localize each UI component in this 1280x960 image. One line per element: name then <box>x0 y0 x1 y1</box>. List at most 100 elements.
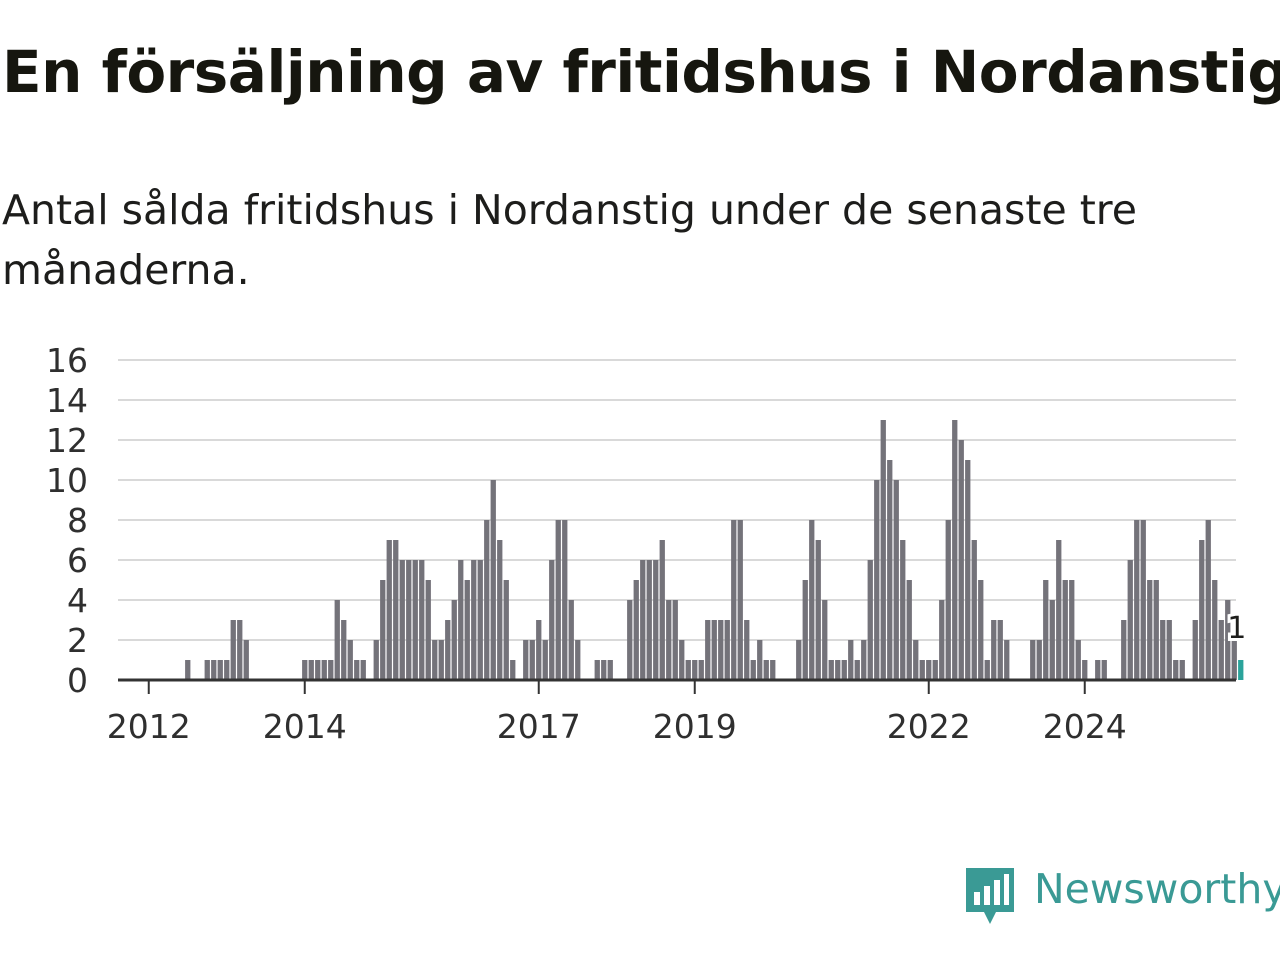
bar <box>900 540 906 680</box>
bar <box>1192 620 1198 680</box>
x-tick-label: 2012 <box>107 707 191 746</box>
bar <box>848 640 854 680</box>
bar <box>659 540 665 680</box>
bar <box>458 560 464 680</box>
y-tick-label: 8 <box>67 501 88 540</box>
bar <box>1069 580 1075 680</box>
bar <box>815 540 821 680</box>
bar <box>984 660 990 680</box>
bar <box>204 660 210 680</box>
bar <box>705 620 711 680</box>
bar <box>750 660 756 680</box>
bar <box>432 640 438 680</box>
bar <box>1205 520 1211 680</box>
bars <box>185 420 1244 680</box>
bar <box>575 640 581 680</box>
bar <box>523 640 529 680</box>
bar <box>1199 540 1205 680</box>
bar <box>1095 660 1101 680</box>
bar <box>874 480 880 680</box>
bar <box>854 660 860 680</box>
bar <box>913 640 919 680</box>
y-tick-label: 4 <box>67 581 88 620</box>
y-tick-label: 16 <box>46 341 88 380</box>
bar <box>438 640 444 680</box>
bar <box>562 520 568 680</box>
bar <box>568 600 574 680</box>
bar <box>952 420 958 680</box>
bar <box>997 620 1003 680</box>
y-tick-label: 6 <box>67 541 88 580</box>
bar <box>757 640 763 680</box>
bar <box>731 520 737 680</box>
bar <box>1075 640 1081 680</box>
bar <box>555 520 561 680</box>
bar <box>406 560 412 680</box>
x-tick-label: 2014 <box>263 707 347 746</box>
x-tick-label: 2022 <box>887 707 971 746</box>
bar <box>451 600 457 680</box>
bar <box>646 560 652 680</box>
bar <box>1056 540 1062 680</box>
bar <box>653 560 659 680</box>
bar <box>237 620 243 680</box>
bar <box>887 460 893 680</box>
bar <box>1147 580 1153 680</box>
bar <box>1160 620 1166 680</box>
bar <box>1153 580 1159 680</box>
bar <box>464 580 470 680</box>
bar <box>217 660 223 680</box>
newsworthy-logo-icon <box>966 868 1014 924</box>
bar <box>711 620 717 680</box>
bar <box>549 560 555 680</box>
bar <box>302 660 308 680</box>
bar <box>867 560 873 680</box>
bar <box>666 600 672 680</box>
bar <box>880 420 886 680</box>
bar <box>1082 660 1088 680</box>
bar <box>640 560 646 680</box>
bar <box>718 620 724 680</box>
bar <box>211 660 217 680</box>
bar <box>1140 520 1146 680</box>
bar <box>471 560 477 680</box>
bar <box>393 540 399 680</box>
bar <box>224 660 230 680</box>
bar <box>939 600 945 680</box>
brand-name: Newsworthy <box>1034 865 1280 913</box>
bar <box>490 480 496 680</box>
bar <box>1030 640 1036 680</box>
bar <box>809 520 815 680</box>
x-tick-label: 2019 <box>653 707 737 746</box>
bar <box>861 640 867 680</box>
bar <box>412 560 418 680</box>
bar <box>945 520 951 680</box>
bar <box>425 580 431 680</box>
y-tick-label: 2 <box>67 621 88 660</box>
bar <box>1173 660 1179 680</box>
bar <box>185 660 191 680</box>
bar <box>1043 580 1049 680</box>
bar <box>510 660 516 680</box>
bar <box>419 560 425 680</box>
bar <box>386 540 392 680</box>
bar <box>991 620 997 680</box>
bar <box>627 600 633 680</box>
bar <box>607 660 613 680</box>
bar <box>360 660 366 680</box>
bar <box>230 620 236 680</box>
bar <box>1062 580 1068 680</box>
bar <box>529 640 535 680</box>
bar <box>484 520 490 680</box>
axes <box>118 678 1236 694</box>
bar <box>1049 600 1055 680</box>
bar <box>1036 640 1042 680</box>
bar <box>1101 660 1107 680</box>
bar <box>926 660 932 680</box>
x-tick-label: 2024 <box>1043 707 1127 746</box>
bar-latest <box>1238 660 1244 680</box>
bar <box>978 580 984 680</box>
bar <box>1231 640 1237 680</box>
bar <box>822 600 828 680</box>
